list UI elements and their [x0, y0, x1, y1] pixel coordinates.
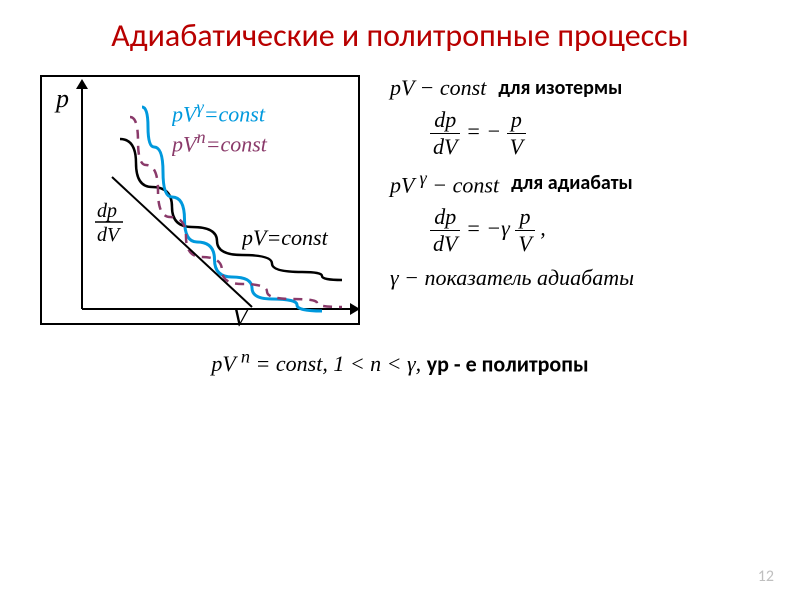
adiabat-condition: pV γ − const: [390, 168, 499, 198]
rhs-den: V: [507, 134, 526, 160]
slide-title: Адиабатические и политропные процессы: [0, 0, 800, 55]
diagram-svg: pVpVγ=constpVn=constpV=constdpdV: [42, 77, 362, 327]
adiabat-lhs-frac: dp dV: [430, 204, 460, 257]
equals-minus-gamma: = −γ: [466, 216, 515, 241]
isotherm-rhs-frac: p V: [507, 107, 526, 160]
adiabat-condition-row: pV γ − const для адиабаты: [390, 168, 770, 198]
page-number: 12: [758, 567, 774, 586]
svg-text:dV: dV: [97, 224, 122, 246]
isotherm-condition-row: pV − const для изотермы: [390, 75, 770, 101]
title-text: Адиабатические и политропные процессы: [111, 16, 689, 55]
content-area: pVpVγ=constpVn=constpV=constdpdV pV − co…: [0, 55, 800, 325]
lhs-den: dV: [430, 134, 460, 160]
adiabat-rhs-frac: p V: [515, 204, 534, 257]
isotherm-lhs-frac: dp dV: [430, 107, 460, 160]
isotherm-derivative: dp dV = − p V: [430, 107, 770, 160]
svg-text:V: V: [232, 303, 251, 327]
comma: ,: [540, 216, 546, 241]
lhs-num2: dp: [430, 204, 460, 231]
rhs-num2: p: [515, 204, 534, 231]
pv-diagram: pVpVγ=constpVn=constpV=constdpdV: [40, 75, 360, 325]
svg-text:p: p: [54, 84, 69, 113]
isotherm-condition: pV − const: [390, 75, 486, 101]
svg-text:dp: dp: [97, 200, 117, 222]
equations-column: pV − const для изотермы dp dV = − p V pV…: [360, 75, 770, 325]
adiabat-label: для адиабаты: [511, 171, 633, 195]
polytrope-equation: pV n = const, 1 < n < γ,: [211, 351, 426, 376]
curve-tangent: [112, 177, 252, 307]
isotherm-label: для изотермы: [498, 76, 622, 100]
rhs-den2: V: [515, 231, 534, 257]
equals-minus: = −: [466, 118, 507, 143]
lhs-num: dp: [430, 107, 460, 134]
rhs-num: p: [507, 107, 526, 134]
adiabat-derivative: dp dV = −γ p V ,: [430, 204, 770, 257]
polytrope-label: ур - е политропы: [427, 350, 589, 377]
gamma-definition: γ − показатель адиабаты: [390, 265, 770, 291]
lhs-den2: dV: [430, 231, 460, 257]
polytrope-equation-row: pV n = const, 1 < n < γ, ур - е политроп…: [0, 347, 800, 377]
